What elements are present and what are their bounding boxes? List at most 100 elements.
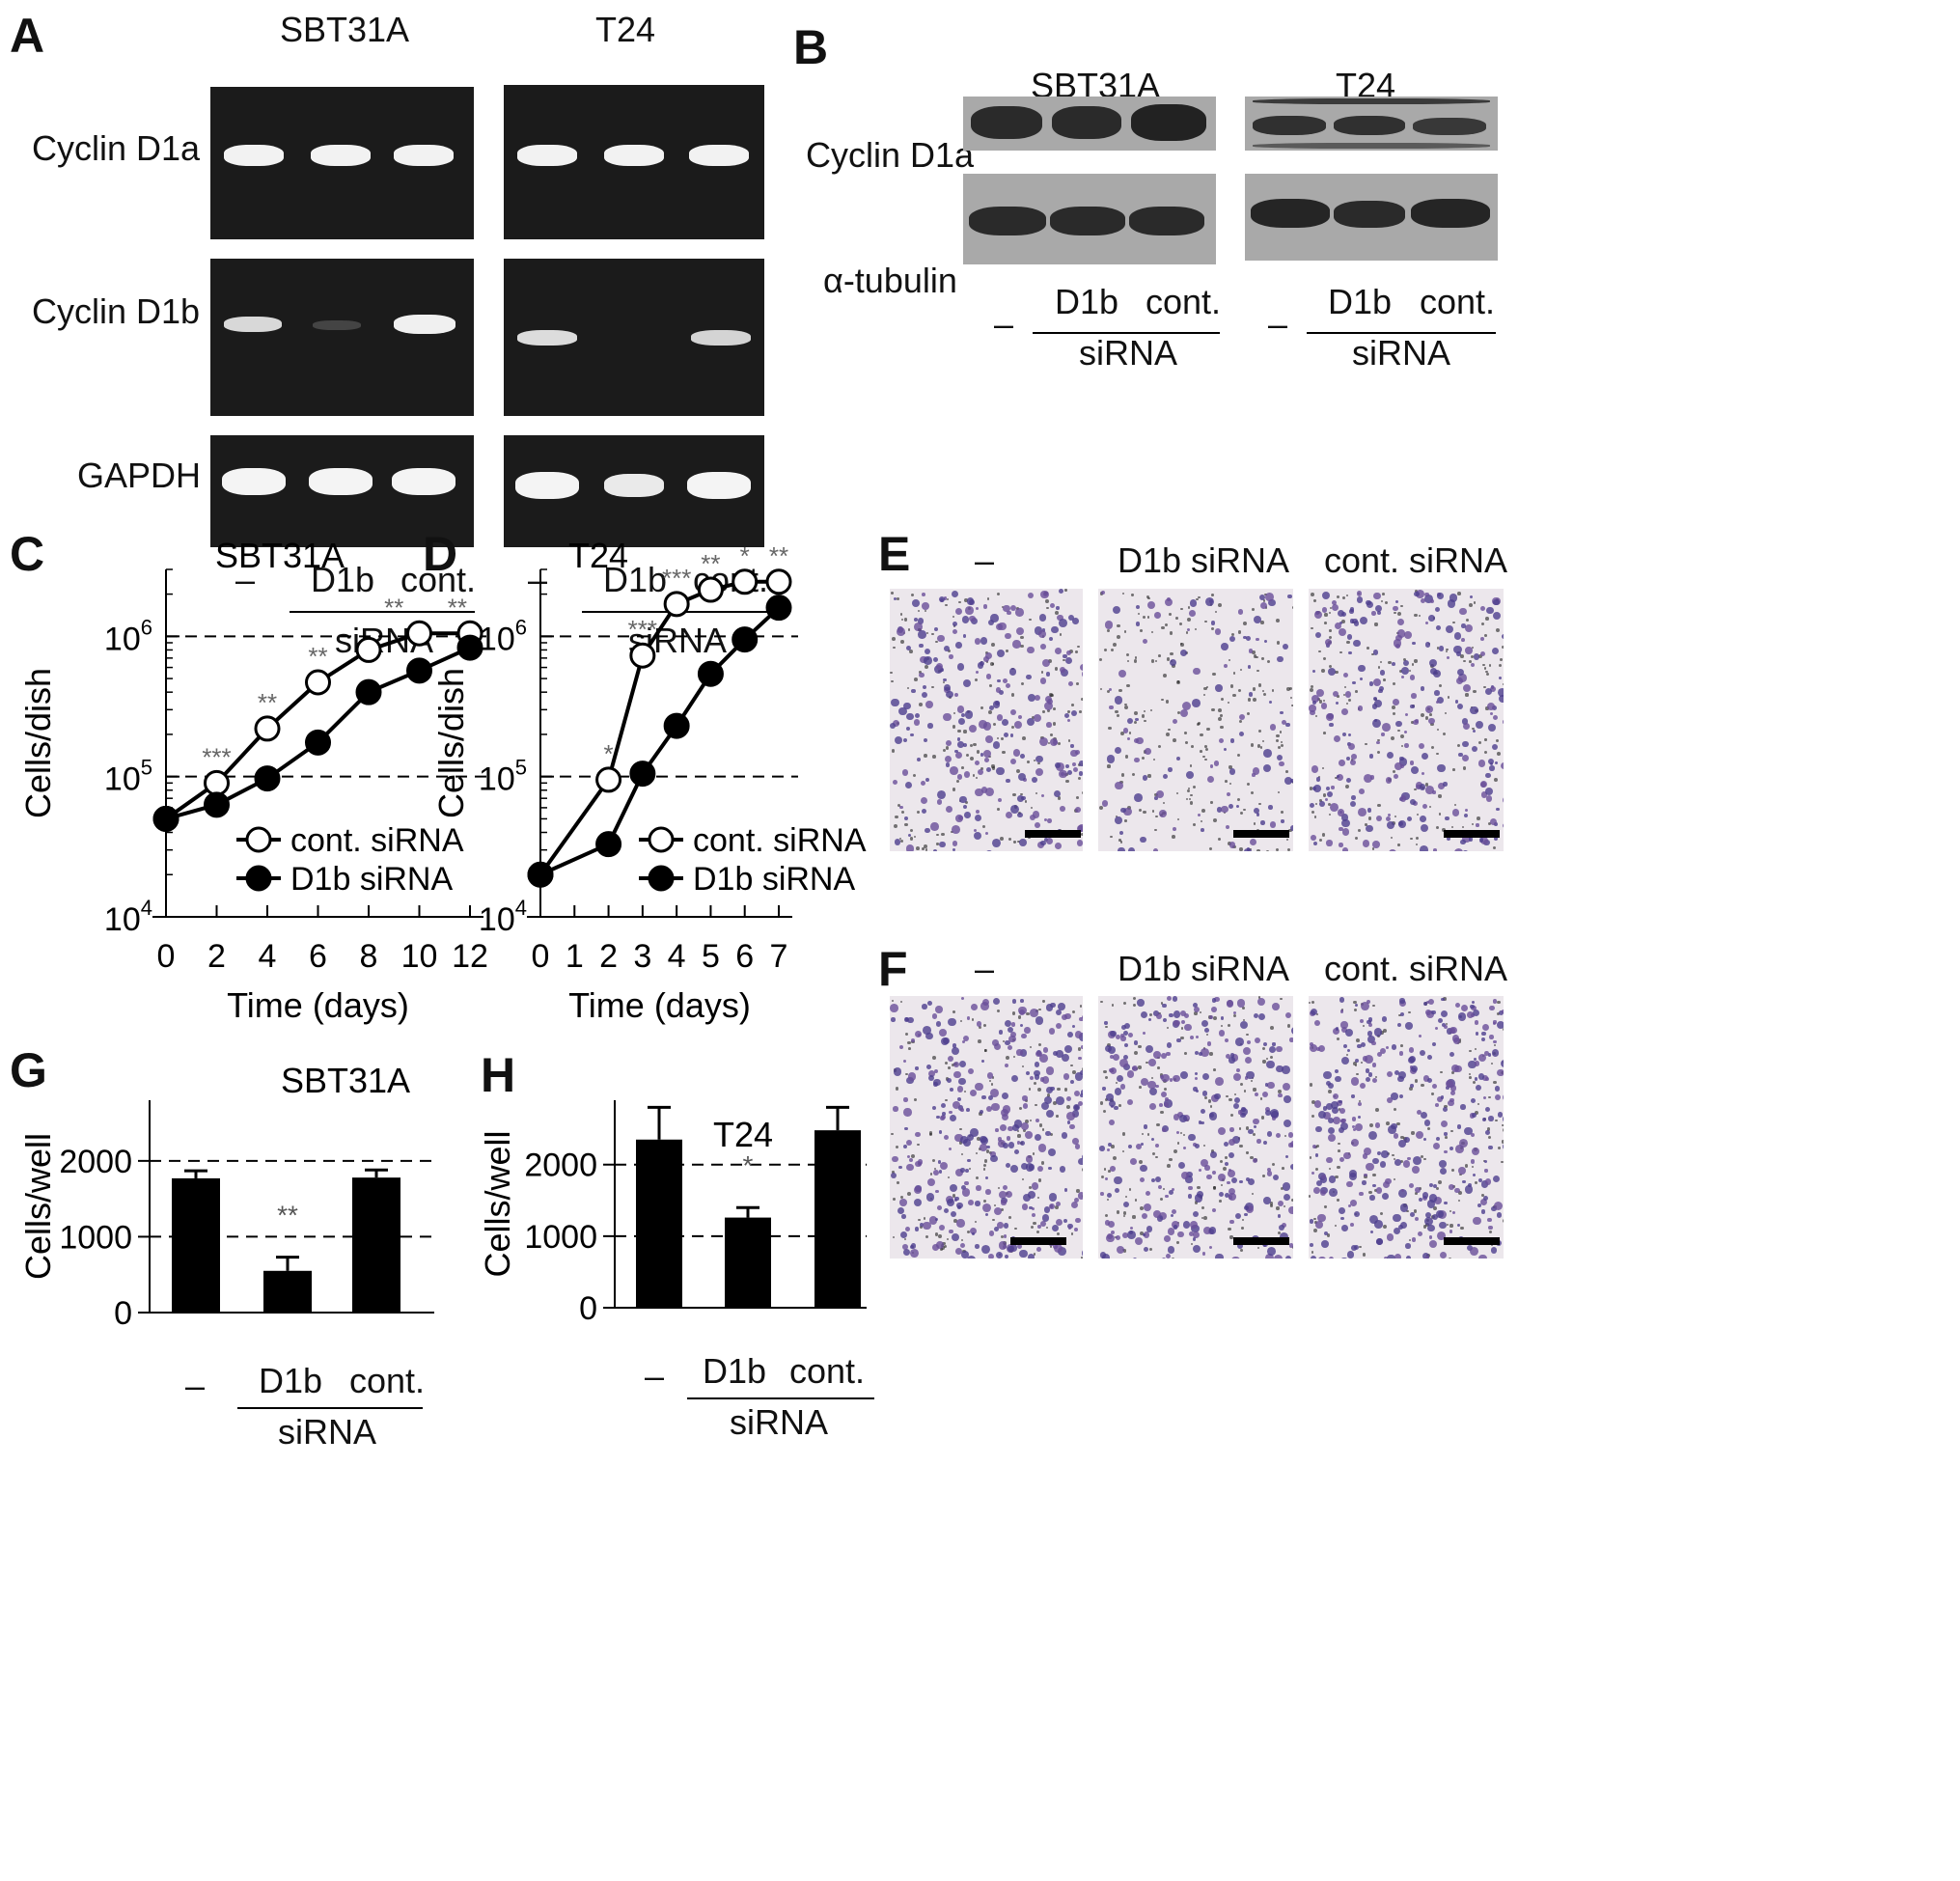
stained-cell [997, 649, 1006, 658]
sirna-bracket-line [1307, 332, 1496, 334]
membrane-pore [996, 1009, 1000, 1013]
stained-cell [1322, 1112, 1331, 1120]
stained-cell [1411, 1065, 1419, 1072]
membrane-pore [1386, 1121, 1391, 1126]
membrane-pore [1360, 1061, 1364, 1065]
membrane-pore [1352, 1061, 1357, 1065]
stained-cell [1350, 1223, 1355, 1228]
stained-cell [1018, 715, 1023, 720]
stained-cell [925, 648, 931, 654]
membrane-pore [1457, 1190, 1462, 1195]
membrane-pore [991, 1076, 995, 1080]
stained-cell [944, 755, 952, 762]
legend-label: cont. siRNA [290, 822, 464, 859]
band [313, 320, 361, 330]
membrane-pore [1098, 657, 1103, 662]
stained-cell [1383, 1181, 1391, 1189]
stained-cell [1399, 1012, 1404, 1017]
stained-cell [1112, 606, 1120, 615]
membrane-pore [1128, 1188, 1131, 1191]
membrane-pore [1337, 1165, 1340, 1170]
membrane-pore [1168, 728, 1171, 732]
stained-cell [1471, 1000, 1476, 1005]
stained-cell [1462, 834, 1472, 844]
stained-cell [1323, 1231, 1329, 1236]
stained-cell [1049, 1203, 1056, 1210]
stained-cell [1193, 1211, 1200, 1218]
stained-cell [970, 1128, 979, 1137]
stained-cell [988, 1231, 995, 1237]
membrane-pore [1317, 775, 1320, 779]
membrane-pore [945, 1076, 950, 1081]
stained-cell [1494, 822, 1498, 826]
membrane-pore [900, 840, 904, 844]
stained-cell [1002, 1092, 1009, 1099]
stained-cell [1043, 817, 1048, 822]
stained-cell [1395, 720, 1402, 728]
stained-cell [892, 779, 897, 785]
membrane-pore [1056, 1115, 1059, 1118]
stained-cell [1494, 761, 1499, 764]
stained-cell [1283, 1193, 1291, 1202]
stained-cell [1423, 1075, 1430, 1082]
stained-cell [1374, 604, 1383, 613]
stained-cell [1462, 722, 1470, 730]
membrane-pore [1036, 1087, 1041, 1092]
stained-cell [1341, 827, 1350, 836]
stained-cell [1471, 662, 1476, 668]
membrane-pore [1478, 654, 1483, 659]
y-tick-label: 2000 [59, 1144, 132, 1180]
stained-cell [1425, 1010, 1432, 1016]
stained-cell [1420, 1111, 1428, 1120]
stained-cell [1056, 1095, 1064, 1105]
membrane-pore [1171, 1258, 1174, 1259]
membrane-pore [1503, 1127, 1504, 1132]
membrane-pore [1365, 823, 1368, 826]
membrane-pore [1025, 1120, 1030, 1123]
stained-cell [1194, 1194, 1203, 1203]
membrane-pore [964, 1091, 967, 1093]
stained-cell [1055, 1009, 1062, 1015]
stained-cell [952, 848, 956, 851]
membrane-pore [1202, 1145, 1205, 1148]
membrane-pore [1335, 1175, 1339, 1179]
stained-cell [890, 722, 897, 729]
membrane-pore [1164, 1088, 1168, 1092]
stained-cell [905, 726, 910, 731]
stained-cell [1424, 642, 1431, 648]
stained-cell [905, 1226, 911, 1232]
stained-cell [1351, 795, 1356, 800]
stained-cell [1382, 1192, 1389, 1200]
bar [814, 1130, 861, 1308]
significance-mark: * [743, 1150, 754, 1180]
stained-cell [1258, 595, 1265, 601]
stained-cell [1115, 816, 1123, 824]
stained-cell [956, 1202, 963, 1209]
membrane-pore [1071, 1070, 1076, 1074]
stained-cell [1381, 733, 1385, 736]
membrane-pore [1441, 828, 1446, 832]
membrane-pore [1146, 616, 1150, 619]
band [311, 145, 371, 166]
x-tick-label: 6 [309, 938, 327, 975]
stained-cell [1424, 1217, 1434, 1227]
membrane-pore [992, 1218, 996, 1222]
stained-cell [1353, 621, 1359, 626]
membrane-pore [931, 633, 934, 636]
stained-cell [987, 1094, 994, 1101]
membrane-pore [1019, 1106, 1023, 1110]
membrane-pore [971, 1018, 975, 1021]
membrane-pore [1148, 1012, 1153, 1017]
stained-cell [908, 1158, 914, 1163]
membrane-pore [1482, 663, 1485, 666]
stained-cell [1400, 1221, 1408, 1229]
stained-cell [1480, 1208, 1486, 1214]
membrane-pore [1488, 1230, 1493, 1233]
stained-cell [1290, 1140, 1293, 1148]
stained-cell [1332, 1028, 1340, 1036]
stained-cell [1034, 695, 1041, 702]
membrane-pore [1392, 705, 1395, 709]
stained-cell [903, 816, 908, 821]
stained-cell [899, 1199, 907, 1206]
